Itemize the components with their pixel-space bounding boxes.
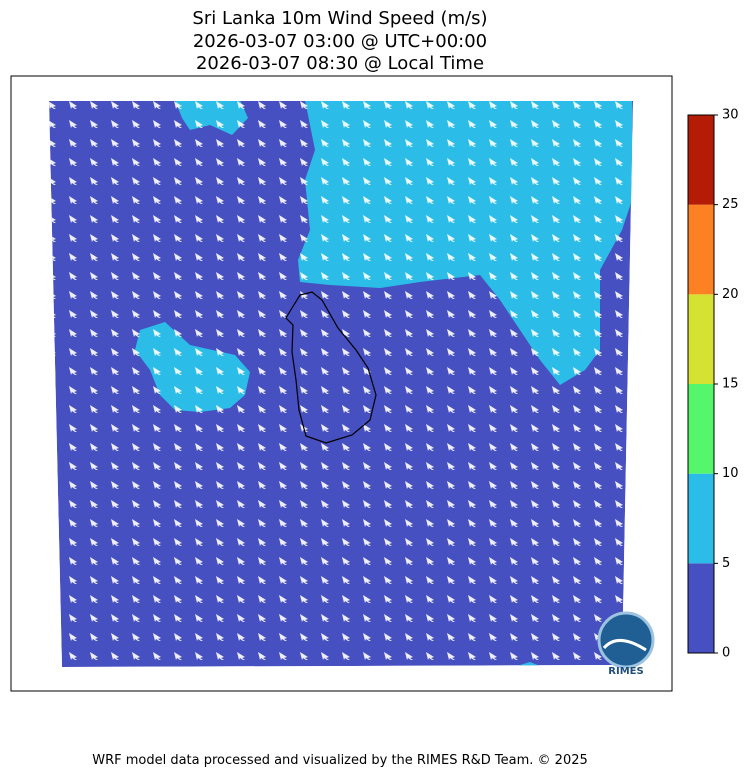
colorbar-tick-label: 10: [722, 466, 739, 481]
title-line: Sri Lanka 10m Wind Speed (m/s): [192, 8, 487, 29]
colorbar-tick-label: 30: [722, 108, 739, 123]
wind-arrows: [49, 101, 633, 667]
colorbar-segment: [688, 473, 714, 564]
footer: WRF model data processed and visualized …: [92, 753, 588, 768]
colorbar-segment: [688, 384, 714, 474]
colorbar-tick-label: 25: [722, 197, 739, 212]
map-frame: [10, 75, 673, 692]
map: [49, 101, 633, 667]
colorbar-tick-label: 15: [722, 377, 739, 392]
colorbar: 0 5 10 15 20 25 30: [687, 108, 739, 661]
colorbar-segment: [688, 294, 714, 384]
logo: RIMES: [597, 611, 655, 677]
title-line: 2026-03-07 03:00 @ UTC+00:00: [193, 31, 487, 52]
colorbar-segment: [688, 115, 714, 205]
colorbar-tick-label: 5: [722, 556, 730, 571]
colorbar-segment: [688, 563, 714, 653]
colorbar-tick-label: 20: [722, 287, 739, 302]
colorbar-tick-label: 0: [722, 646, 730, 661]
colorbar-segment: [688, 204, 714, 295]
coastline: [285, 291, 377, 444]
title-line: 2026-03-07 08:30 @ Local Time: [196, 53, 484, 74]
logo-text: RIMES: [608, 666, 643, 677]
